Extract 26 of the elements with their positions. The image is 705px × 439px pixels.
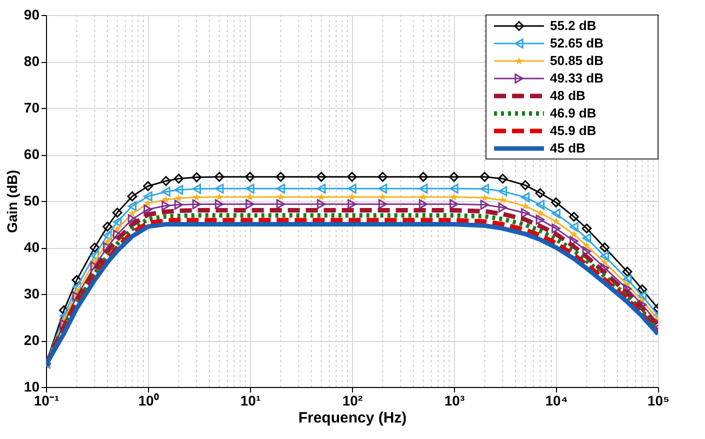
legend-label: 46.9 dB — [550, 106, 596, 120]
x-tick-label: 10⁴ — [545, 392, 568, 408]
y-tick-label: 50 — [24, 192, 40, 208]
legend-label: 50.85 dB — [550, 53, 604, 68]
y-tick-label: 70 — [24, 100, 40, 116]
x-tick-label: 10⁻¹ — [34, 392, 60, 408]
x-tick-label: 10⁰ — [138, 392, 159, 408]
legend-label: 45 dB — [550, 140, 586, 156]
y-tick-label: 80 — [24, 53, 40, 69]
y-tick-label: 30 — [24, 286, 40, 302]
y-tick-label: 60 — [24, 146, 40, 162]
x-tick-label: 10⁵ — [647, 392, 670, 408]
x-tick-label: 10³ — [444, 392, 465, 408]
y-tick-label: 20 — [24, 332, 40, 348]
x-axis-title: Frequency (Hz) — [298, 410, 407, 426]
y-tick-label: 90 — [24, 6, 40, 22]
legend-label: 49.33 dB — [550, 70, 604, 86]
y-tick-label: 40 — [24, 239, 40, 255]
y-axis-title: Gain (dB) — [4, 170, 20, 233]
legend-label: 48 dB — [550, 88, 586, 103]
legend-label: 52.65 dB — [550, 36, 604, 50]
x-tick-label: 10¹ — [240, 392, 261, 408]
legend-label: 55.2 dB — [550, 18, 596, 33]
x-tick-label: 10² — [342, 392, 363, 408]
legend-label: 45.9 dB — [550, 123, 596, 138]
y-tick-label: 10 — [24, 378, 40, 394]
